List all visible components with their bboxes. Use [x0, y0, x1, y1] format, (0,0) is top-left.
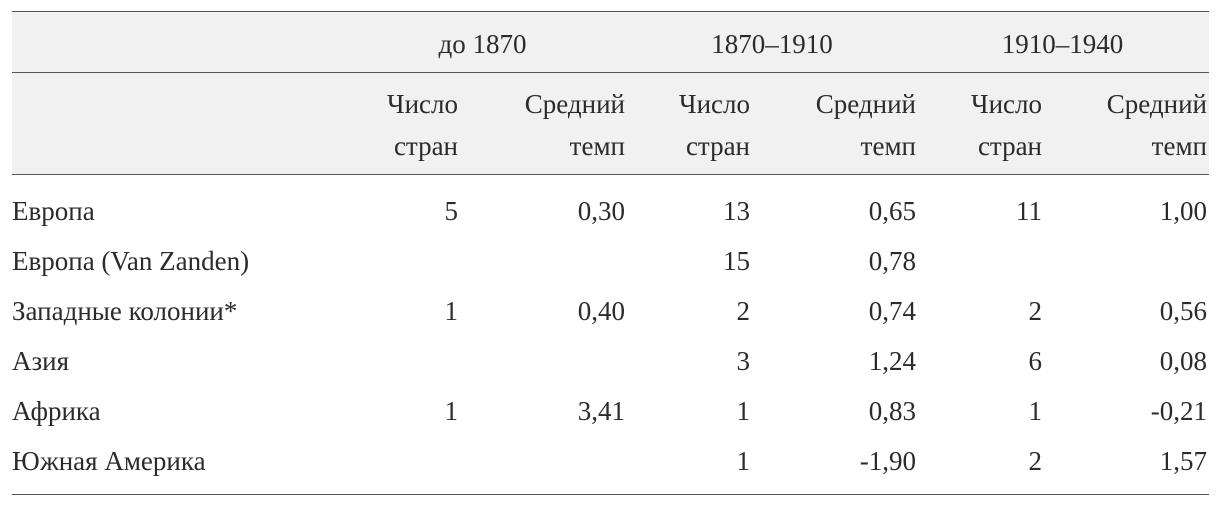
row-label: Европа: [12, 196, 95, 226]
cell-value: 1,00: [1159, 196, 1207, 226]
cell-value: 1: [1028, 396, 1043, 426]
group-rule: [12, 72, 1209, 73]
cell-value: 2: [1028, 446, 1043, 476]
group-header: 1910–1940: [1001, 29, 1124, 59]
cell-value: 13: [723, 196, 750, 226]
cell-value: 0,83: [868, 396, 916, 426]
cell-value: -0,21: [1150, 396, 1207, 426]
cell-value: 1: [736, 446, 751, 476]
cell-value: 2: [736, 296, 751, 326]
group-header: 1870–1910: [711, 29, 833, 59]
column-header: темп: [1151, 131, 1207, 161]
group-header: до 1870: [438, 29, 527, 59]
column-header: Средний: [524, 89, 625, 119]
cell-value: 0,65: [868, 196, 916, 226]
cell-value: 15: [723, 246, 750, 276]
header-background: [12, 12, 1209, 175]
cell-value: 1,24: [868, 346, 916, 376]
cell-value: 1: [444, 296, 459, 326]
cell-value: 0,40: [577, 296, 625, 326]
column-header: стран: [977, 131, 1042, 161]
column-header: стран: [685, 131, 750, 161]
row-label: Азия: [12, 346, 70, 376]
cell-value: 0,56: [1159, 296, 1207, 326]
bottom-rule: [12, 494, 1209, 495]
column-header: Средний: [815, 89, 916, 119]
header-rule: [12, 174, 1209, 175]
cell-value: 3,41: [577, 396, 625, 426]
cell-value: 0,08: [1159, 346, 1207, 376]
column-header: темп: [569, 131, 625, 161]
cell-value: 1,57: [1159, 446, 1207, 476]
cell-value: 6: [1028, 346, 1043, 376]
cell-value: -1,90: [859, 446, 916, 476]
column-header: Средний: [1106, 89, 1207, 119]
cell-value: 3: [736, 346, 751, 376]
row-label: Западные колонии*: [12, 296, 238, 326]
cell-value: 1: [736, 396, 751, 426]
column-header: стран: [393, 131, 458, 161]
column-header: Число: [387, 89, 458, 119]
cell-value: 5: [444, 196, 459, 226]
cell-value: 0,30: [577, 196, 625, 226]
column-header: Число: [971, 89, 1042, 119]
cell-value: 2: [1028, 296, 1043, 326]
column-header: Число: [679, 89, 750, 119]
cell-value: 0,74: [868, 296, 916, 326]
row-label: Южная Америка: [12, 446, 206, 476]
column-header: темп: [860, 131, 916, 161]
cell-value: 11: [1016, 196, 1042, 226]
row-label: Европа (Van Zanden): [12, 246, 250, 276]
cell-value: 0,78: [868, 246, 916, 276]
row-label: Африка: [12, 396, 101, 426]
top-rule: [12, 11, 1209, 12]
cell-value: 1: [444, 396, 459, 426]
